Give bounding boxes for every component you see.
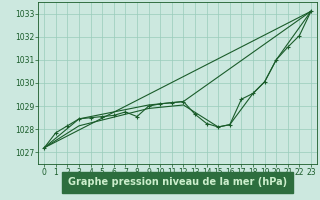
X-axis label: Graphe pression niveau de la mer (hPa): Graphe pression niveau de la mer (hPa) — [68, 177, 287, 187]
